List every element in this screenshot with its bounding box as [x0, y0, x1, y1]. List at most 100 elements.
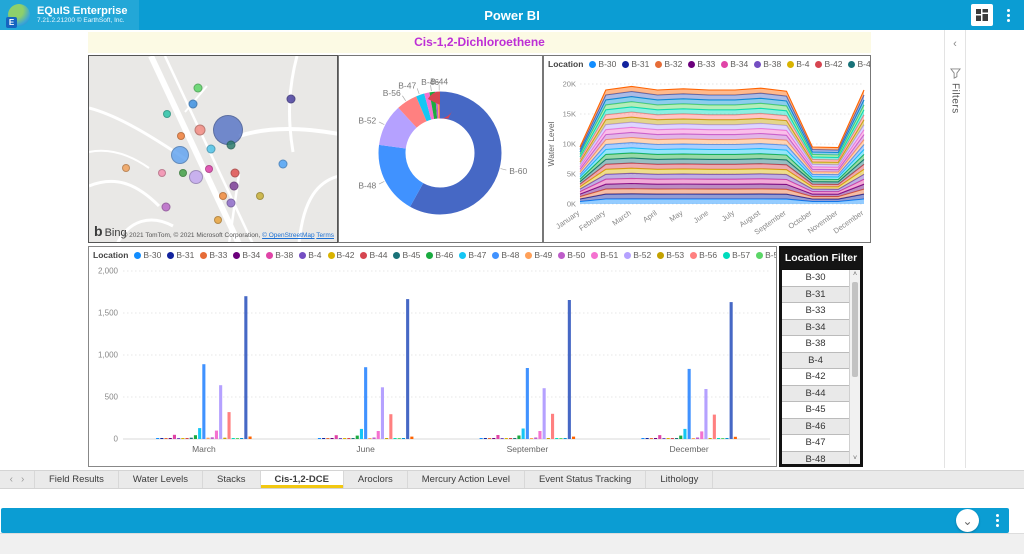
legend-item-B-32[interactable]: B-32 — [655, 59, 682, 69]
bar-B-47-June[interactable] — [359, 428, 363, 439]
area-band[interactable] — [580, 86, 864, 151]
bar-B-38-December[interactable] — [658, 435, 662, 439]
map-visual[interactable]: b Bing © 2021 TomTom, © 2021 Microsoft C… — [88, 55, 338, 243]
legend-item-B-34[interactable]: B-34 — [721, 59, 748, 69]
area-band[interactable] — [580, 91, 864, 153]
tab-aroclors[interactable]: Aroclors — [343, 471, 408, 488]
location-filter-item-B-48[interactable]: B-48 — [782, 451, 849, 464]
bar-B-75-September[interactable] — [572, 436, 576, 439]
tabs-prev-icon[interactable]: ‹ — [9, 474, 13, 485]
collapse-panel-button[interactable]: ⌄ — [956, 509, 979, 532]
legend-item-B-46[interactable]: B-46 — [426, 250, 453, 260]
legend-item-B-4[interactable]: B-4 — [299, 250, 322, 260]
legend-item-B-52[interactable]: B-52 — [624, 250, 651, 260]
map-location-bubble[interactable] — [177, 131, 186, 140]
area-band[interactable] — [580, 112, 864, 163]
map-location-bubble[interactable] — [158, 169, 167, 178]
bar-B-31-September[interactable] — [483, 438, 487, 439]
bar-B-4-March[interactable] — [177, 438, 181, 439]
bar-B-30-December[interactable] — [641, 438, 645, 439]
bar-B-33-December[interactable] — [649, 438, 653, 439]
legend-item-B-50[interactable]: B-50 — [558, 250, 585, 260]
legend-item-B-38[interactable]: B-38 — [266, 250, 293, 260]
legend-item-B-53[interactable]: B-53 — [657, 250, 684, 260]
legend-item-B-42[interactable]: B-42 — [327, 250, 354, 260]
legend-item-B-31[interactable]: B-31 — [167, 250, 194, 260]
bar-B-52-September[interactable] — [542, 388, 546, 439]
legend-item-B-30[interactable]: B-30 — [589, 59, 616, 69]
bar-B-48-March[interactable] — [202, 364, 206, 439]
map-location-bubble[interactable] — [179, 169, 188, 178]
legend-item-B-31[interactable]: B-31 — [622, 59, 649, 69]
bar-B-56-December[interactable] — [712, 414, 716, 439]
bar-B-75-December[interactable] — [733, 436, 737, 439]
bar-B-51-December[interactable] — [700, 431, 704, 439]
bar-B-47-September[interactable] — [521, 428, 525, 440]
bar-B-56-September[interactable] — [551, 413, 555, 439]
bar-B-57-December[interactable] — [717, 438, 721, 439]
donut-chart[interactable]: B-60 B-48 B-52 B-56B-47 B-46B-44 — [339, 56, 542, 242]
bar-B-38-June[interactable] — [334, 435, 338, 439]
bar-B-49-September[interactable] — [530, 438, 534, 439]
map-location-bubble[interactable] — [161, 202, 171, 212]
bar-B-59-December[interactable] — [725, 438, 729, 439]
area-band[interactable] — [580, 132, 864, 173]
bar-B-34-June[interactable] — [330, 438, 334, 439]
location-filter-item-B-31[interactable]: B-31 — [782, 286, 849, 303]
tab-lithology[interactable]: Lithology — [646, 471, 714, 488]
bar-B-38-March[interactable] — [172, 434, 176, 439]
legend-item-B-58[interactable]: B-58 — [756, 250, 776, 260]
map-location-bubble[interactable] — [226, 140, 236, 150]
legend-item-B-38[interactable]: B-38 — [754, 59, 781, 69]
bar-B-30-September[interactable] — [479, 438, 483, 439]
map-location-bubble[interactable] — [218, 191, 227, 200]
bar-B-52-March[interactable] — [219, 385, 223, 439]
bar-B-58-March[interactable] — [235, 438, 239, 439]
area-band[interactable] — [580, 101, 864, 158]
bar-B-53-March[interactable] — [223, 437, 227, 439]
bar-B-52-June[interactable] — [380, 387, 384, 439]
area-band[interactable] — [580, 117, 864, 165]
location-filter-item-B-45[interactable]: B-45 — [782, 402, 849, 419]
bar-B-75-June[interactable] — [410, 436, 414, 439]
bar-B-42-September[interactable] — [504, 438, 508, 439]
bar-B-57-September[interactable] — [555, 438, 559, 439]
map-location-bubble[interactable] — [212, 115, 243, 146]
tab-event-status-tracking[interactable]: Event Status Tracking — [524, 471, 647, 488]
legend-item-B-30[interactable]: B-30 — [134, 250, 161, 260]
area-band[interactable] — [580, 147, 864, 180]
bar-B-45-March[interactable] — [189, 437, 193, 439]
bar-B-44-December[interactable] — [670, 438, 674, 439]
location-filter-item-B-47[interactable]: B-47 — [782, 435, 849, 452]
legend-item-B-4[interactable]: B-4 — [787, 59, 809, 69]
legend-item-B-44[interactable]: B-44 — [360, 250, 387, 260]
bar-chart[interactable]: 0 500 1,000 1,500 2,000 March June September Dec… — [89, 263, 776, 466]
tab-cis-1-2-dce[interactable]: Cis-1,2-DCE — [260, 471, 344, 488]
area-band[interactable] — [580, 183, 864, 197]
area-band[interactable] — [580, 152, 864, 182]
bar-B-53-June[interactable] — [385, 438, 389, 439]
bar-B-60-March[interactable] — [244, 296, 248, 439]
location-filter-item-B-46[interactable]: B-46 — [782, 418, 849, 435]
bar-B-57-June[interactable] — [393, 438, 397, 439]
map-location-bubble[interactable] — [229, 181, 239, 191]
area-band[interactable] — [580, 137, 864, 175]
bar-B-50-September[interactable] — [534, 437, 538, 440]
map-location-bubble[interactable] — [226, 198, 236, 208]
legend-item-B-33[interactable]: B-33 — [688, 59, 715, 69]
map-location-bubble[interactable] — [278, 159, 288, 169]
filters-expand-chevron-icon[interactable]: ‹ — [953, 38, 957, 50]
bar-B-46-December[interactable] — [679, 435, 683, 439]
bar-B-50-June[interactable] — [372, 437, 376, 440]
tab-stacks[interactable]: Stacks — [203, 471, 261, 488]
scrollbar-thumb[interactable] — [852, 282, 858, 377]
location-filter-item-B-33[interactable]: B-33 — [782, 303, 849, 320]
bar-chart-visual[interactable]: Location B-30 B-31 B-33 B-34 B-38 B-4 B-42 B-44 B… — [88, 246, 777, 467]
bar-B-60-December[interactable] — [729, 302, 733, 439]
legend-item-B-49[interactable]: B-49 — [525, 250, 552, 260]
tab-mercury-action-level[interactable]: Mercury Action Level — [407, 471, 525, 488]
location-filter-item-B-4[interactable]: B-4 — [782, 352, 849, 369]
legend-item-B-56[interactable]: B-56 — [690, 250, 717, 260]
donut-chart-visual[interactable]: B-60 B-48 B-52 B-56 B-47 B-46 B-44 — [338, 55, 543, 243]
bar-B-33-March[interactable] — [164, 438, 168, 439]
